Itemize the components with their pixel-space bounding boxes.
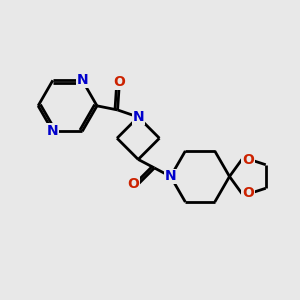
Text: O: O [113, 75, 125, 89]
Text: O: O [242, 186, 254, 200]
Text: O: O [242, 153, 254, 167]
Text: N: N [47, 124, 58, 138]
Text: N: N [165, 169, 176, 184]
Text: O: O [127, 177, 139, 191]
Text: N: N [132, 110, 144, 124]
Text: N: N [76, 73, 88, 87]
